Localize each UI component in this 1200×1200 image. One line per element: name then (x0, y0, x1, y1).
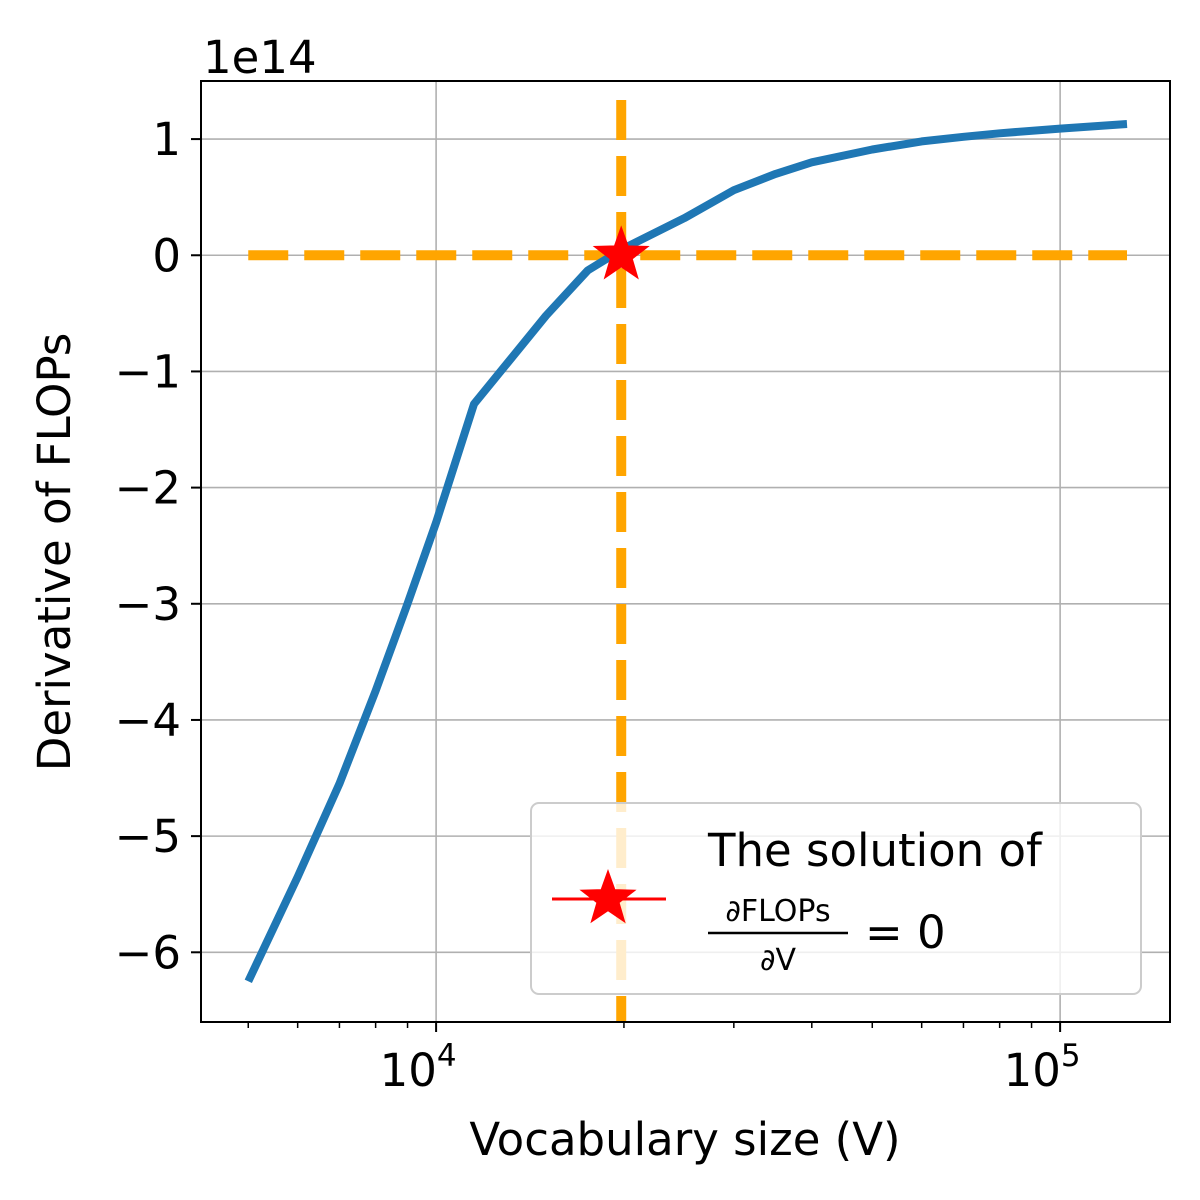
y-tick-label: −4 (115, 694, 181, 747)
legend-fraction-numerator: ∂FLOPs (725, 894, 830, 929)
y-tick-label: −1 (115, 345, 181, 398)
y-tick-label: −3 (115, 578, 181, 631)
reference-lines (248, 100, 1128, 1022)
y-tick-labels: 1 0 −1 −2 −3 −4 −5 −6 (115, 113, 181, 979)
legend-label-line1: The solution of (707, 824, 1043, 877)
tick-marks (191, 138, 1062, 1032)
y-axis-label: Derivative of FLOPs (28, 333, 81, 772)
x-axis-label: Vocabulary size (V) (469, 1113, 900, 1166)
x-tick-label: 105 (1004, 1038, 1081, 1097)
y-tick-label: 1 (152, 113, 181, 166)
plot-frame (200, 80, 1171, 1023)
x-tick-labels: 104 105 (380, 1038, 1081, 1097)
x-tick-label: 104 (380, 1038, 457, 1097)
legend-fraction-denominator: ∂V (760, 943, 797, 978)
y-tick-label: 0 (152, 229, 181, 282)
solution-star-marker (592, 225, 650, 280)
y-tick-label: −5 (115, 810, 181, 863)
solution-marker-group (592, 225, 650, 280)
legend-fraction-rhs: = 0 (865, 906, 946, 959)
y-offset-label: 1e14 (203, 31, 317, 84)
y-tick-label: −2 (115, 462, 181, 515)
legend: The solution of ∂FLOPs ∂V = 0 (530, 802, 1142, 995)
legend-box (530, 802, 1142, 995)
legend-star-icon (579, 869, 637, 924)
y-tick-label: −6 (115, 926, 181, 979)
